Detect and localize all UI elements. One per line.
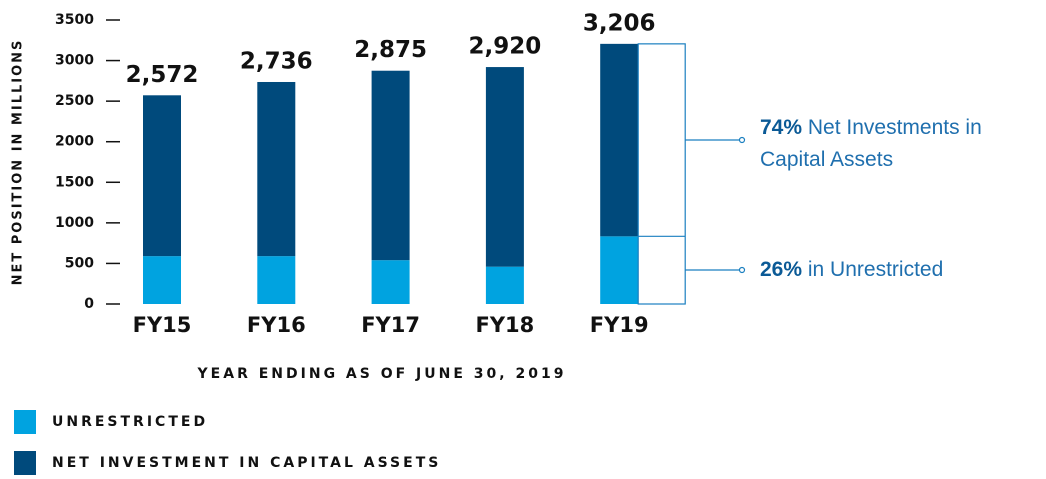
bracket-box <box>637 43 686 305</box>
x-axis-label: YEAR ENDING AS OF JUNE 30, 2019 <box>197 366 567 382</box>
total-label: 3,206 <box>583 10 656 36</box>
annotation-highlight: 74% <box>760 116 802 139</box>
y-tick-label: 2500 <box>55 93 94 109</box>
total-label: 2,736 <box>240 48 313 74</box>
total-label: 2,875 <box>354 37 427 63</box>
x-tick-label: FY16 <box>247 313 306 337</box>
annotation: 26% in Unrestricted <box>760 258 943 281</box>
bar-segment <box>143 95 181 257</box>
x-tick-label: FY15 <box>133 313 192 337</box>
bar-segment <box>485 67 524 267</box>
annotation-text: in Unrestricted <box>808 258 943 281</box>
bar-segment <box>600 236 639 304</box>
annotation-highlight: 26% <box>760 258 802 281</box>
total-label: 2,920 <box>469 34 542 60</box>
total-label: 2,572 <box>126 62 199 88</box>
x-tick-label: FY18 <box>476 313 535 337</box>
legend-swatch <box>14 451 36 475</box>
y-tick-label: 500 <box>65 255 94 271</box>
bar-segment <box>143 256 181 304</box>
annotation-text: Capital Assets <box>760 148 893 171</box>
y-tick-label: 2000 <box>55 134 94 150</box>
bar-segment <box>600 43 639 237</box>
y-tick-label: 1500 <box>55 174 94 190</box>
legend-label: UNRESTRICTED <box>52 414 208 430</box>
bar-segment <box>485 266 524 304</box>
x-tick-label: FY17 <box>361 313 420 337</box>
bar-segment <box>257 81 296 257</box>
y-tick-label: 0 <box>84 296 94 312</box>
y-tick-label: 3500 <box>55 12 94 28</box>
bar-segment <box>257 256 296 304</box>
y-axis-label: NET POSITION IN MILLIONS <box>11 39 26 286</box>
annotation: 74% Net Investments in <box>760 116 982 139</box>
y-tick-label: 1000 <box>55 215 94 231</box>
bar-segment <box>371 70 410 261</box>
leader-dot <box>738 136 746 144</box>
legend-label: NET INVESTMENT IN CAPITAL ASSETS <box>52 455 441 471</box>
bar-segment <box>371 260 410 304</box>
legend-swatch <box>14 410 36 434</box>
annotation-text: Net Investments in <box>808 116 982 139</box>
annotation: Capital Assets <box>760 148 893 171</box>
x-tick-label: FY19 <box>590 313 649 337</box>
y-tick-label: 3000 <box>55 53 94 69</box>
leader-dot <box>738 266 746 274</box>
